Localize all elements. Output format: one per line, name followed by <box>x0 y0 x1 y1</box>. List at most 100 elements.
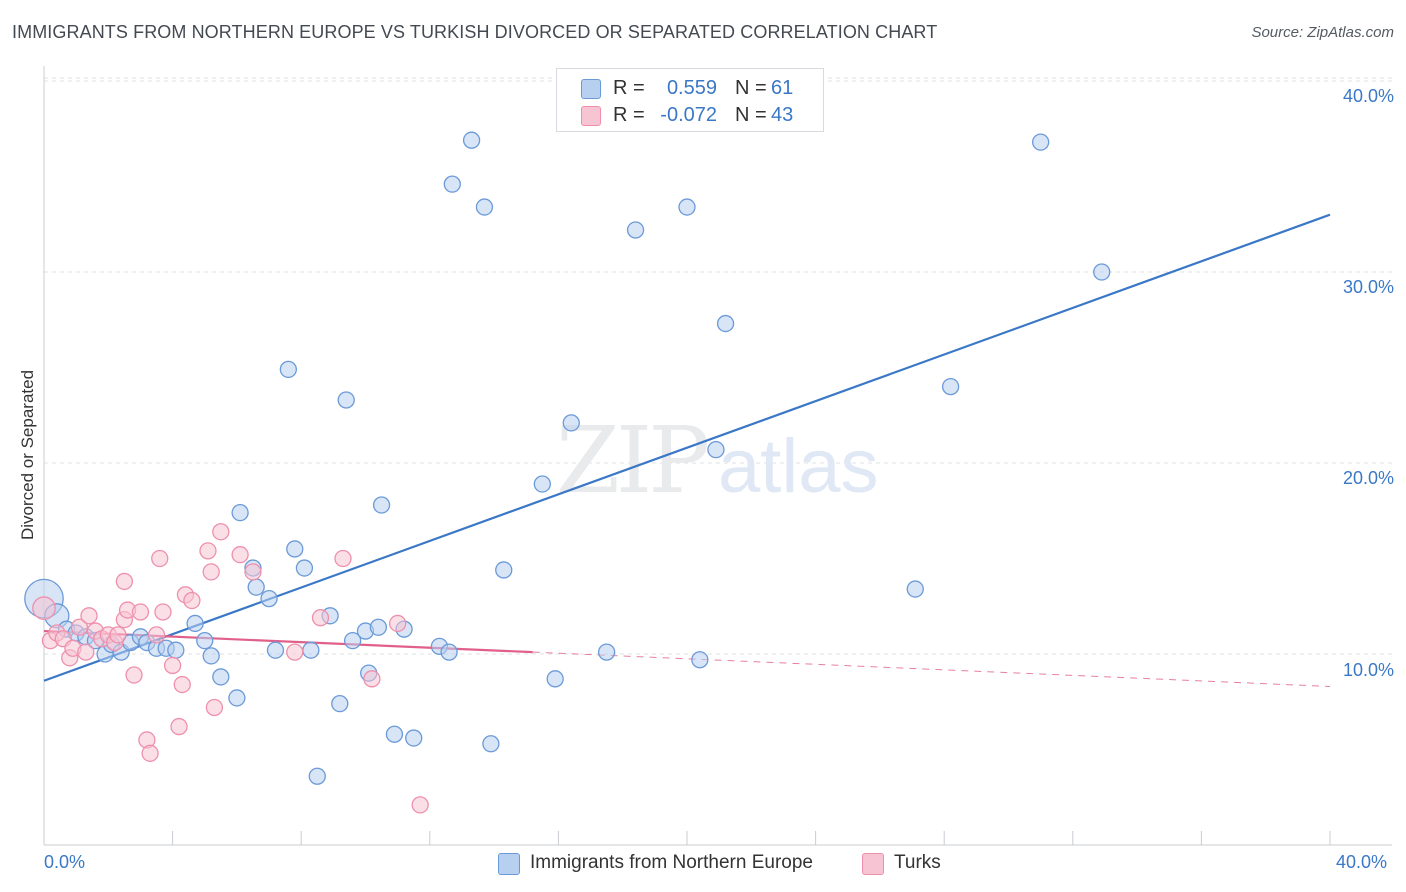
point-turks <box>125 666 143 684</box>
point-turks <box>163 656 182 675</box>
y-tick-label: 40.0% <box>1342 86 1394 106</box>
point-turks <box>363 670 381 688</box>
point-northern-europe <box>443 175 461 193</box>
point-northern-europe <box>302 641 320 659</box>
data-points <box>24 131 1111 814</box>
legend-series-name: Turks <box>894 852 941 873</box>
point-northern-europe <box>533 475 551 493</box>
legend-r-value: 0.559 <box>666 77 717 99</box>
point-northern-europe <box>1093 263 1111 281</box>
correlation-legend: R = 0.559 N = 61 R = -0.072 N = 43 <box>556 68 824 132</box>
point-northern-europe <box>385 725 404 743</box>
point-turks <box>131 603 150 621</box>
point-northern-europe <box>495 561 513 579</box>
point-turks <box>411 796 429 814</box>
legend-series-name: Immigrants from Northern Europe <box>530 852 813 873</box>
point-turks <box>115 572 134 591</box>
point-northern-europe <box>260 589 278 608</box>
point-turks <box>173 675 191 694</box>
point-turks <box>388 614 407 633</box>
x-tick-label-min: 0.0% <box>44 852 86 872</box>
point-turks <box>244 563 262 581</box>
point-turks <box>286 643 304 661</box>
watermark-atlas: atlas <box>718 424 879 509</box>
series-legend: Immigrants from Northern Europe Turks <box>0 852 1406 878</box>
point-turks <box>199 542 217 560</box>
point-northern-europe <box>906 580 924 598</box>
point-northern-europe <box>369 618 388 636</box>
point-turks <box>151 549 169 568</box>
y-tick-label: 20.0% <box>1342 468 1394 488</box>
zipatlas-watermark: ZIP atlas <box>556 407 879 514</box>
point-northern-europe <box>196 631 214 650</box>
point-northern-europe <box>331 695 349 713</box>
trend-line-northern-europe <box>43 213 1331 682</box>
source-credit: Source: ZipAtlas.com <box>1251 24 1394 41</box>
y-axis-label: Divorced or Separated <box>18 369 37 541</box>
point-northern-europe <box>337 391 355 409</box>
point-northern-europe <box>597 643 616 661</box>
point-northern-europe <box>562 414 580 432</box>
point-turks <box>202 563 220 581</box>
y-tick-label: 10.0% <box>1342 660 1394 680</box>
point-turks <box>212 523 230 541</box>
point-northern-europe <box>202 647 220 665</box>
point-turks <box>109 626 127 644</box>
legend-r-label: R = <box>613 77 645 99</box>
point-turks <box>77 643 95 661</box>
point-northern-europe <box>279 360 297 379</box>
point-northern-europe <box>1032 133 1050 151</box>
point-turks <box>205 698 224 717</box>
point-northern-europe <box>546 670 564 688</box>
y-tick-label: 30.0% <box>1342 277 1394 297</box>
point-northern-europe <box>626 221 645 239</box>
point-turks <box>147 626 166 644</box>
legend-row-northern-europe: R = 0.559 N = 61 <box>557 75 823 103</box>
point-turks <box>154 603 172 621</box>
point-northern-europe <box>475 198 494 216</box>
point-northern-europe <box>462 131 481 149</box>
point-northern-europe <box>678 198 696 216</box>
point-northern-europe <box>716 314 735 333</box>
point-turks <box>183 591 201 610</box>
point-turks <box>80 607 98 625</box>
point-northern-europe <box>405 729 423 747</box>
point-northern-europe <box>228 689 246 707</box>
legend-row-turks: R = -0.072 N = 43 <box>557 102 823 130</box>
point-northern-europe <box>286 540 304 558</box>
point-turks <box>170 717 188 736</box>
point-turks <box>32 596 56 621</box>
point-northern-europe <box>266 641 285 659</box>
legend-r-value: -0.072 <box>660 104 717 126</box>
chart-title: IMMIGRANTS FROM NORTHERN EUROPE VS TURKI… <box>12 22 938 42</box>
point-turks <box>334 549 352 568</box>
point-northern-europe <box>691 651 709 669</box>
point-northern-europe <box>372 496 391 514</box>
point-northern-europe <box>707 440 725 459</box>
point-turks <box>231 546 249 564</box>
point-northern-europe <box>247 578 265 596</box>
axes <box>43 66 1392 846</box>
legend-r-label: R = <box>613 104 645 126</box>
legend-swatch-blue <box>498 853 520 875</box>
point-turks <box>141 744 159 762</box>
legend-n-label: N = <box>735 104 767 126</box>
legend-swatch-blue <box>581 79 601 99</box>
point-northern-europe <box>343 631 362 650</box>
point-northern-europe <box>482 735 500 753</box>
point-northern-europe <box>231 504 249 522</box>
point-northern-europe <box>212 668 230 686</box>
legend-n-value: 61 <box>771 77 794 99</box>
trend-line-turks-projection <box>532 651 1331 687</box>
legend-n-label: N = <box>735 77 767 99</box>
x-tick-label-max: 40.0% <box>1336 852 1388 872</box>
point-northern-europe <box>440 643 458 661</box>
point-northern-europe <box>308 767 326 785</box>
legend-swatch-pink <box>581 106 601 126</box>
legend-n-value: 43 <box>771 104 794 126</box>
legend-swatch-pink <box>862 853 884 875</box>
point-turks <box>70 618 89 636</box>
point-northern-europe <box>186 614 204 633</box>
point-northern-europe <box>167 641 185 659</box>
